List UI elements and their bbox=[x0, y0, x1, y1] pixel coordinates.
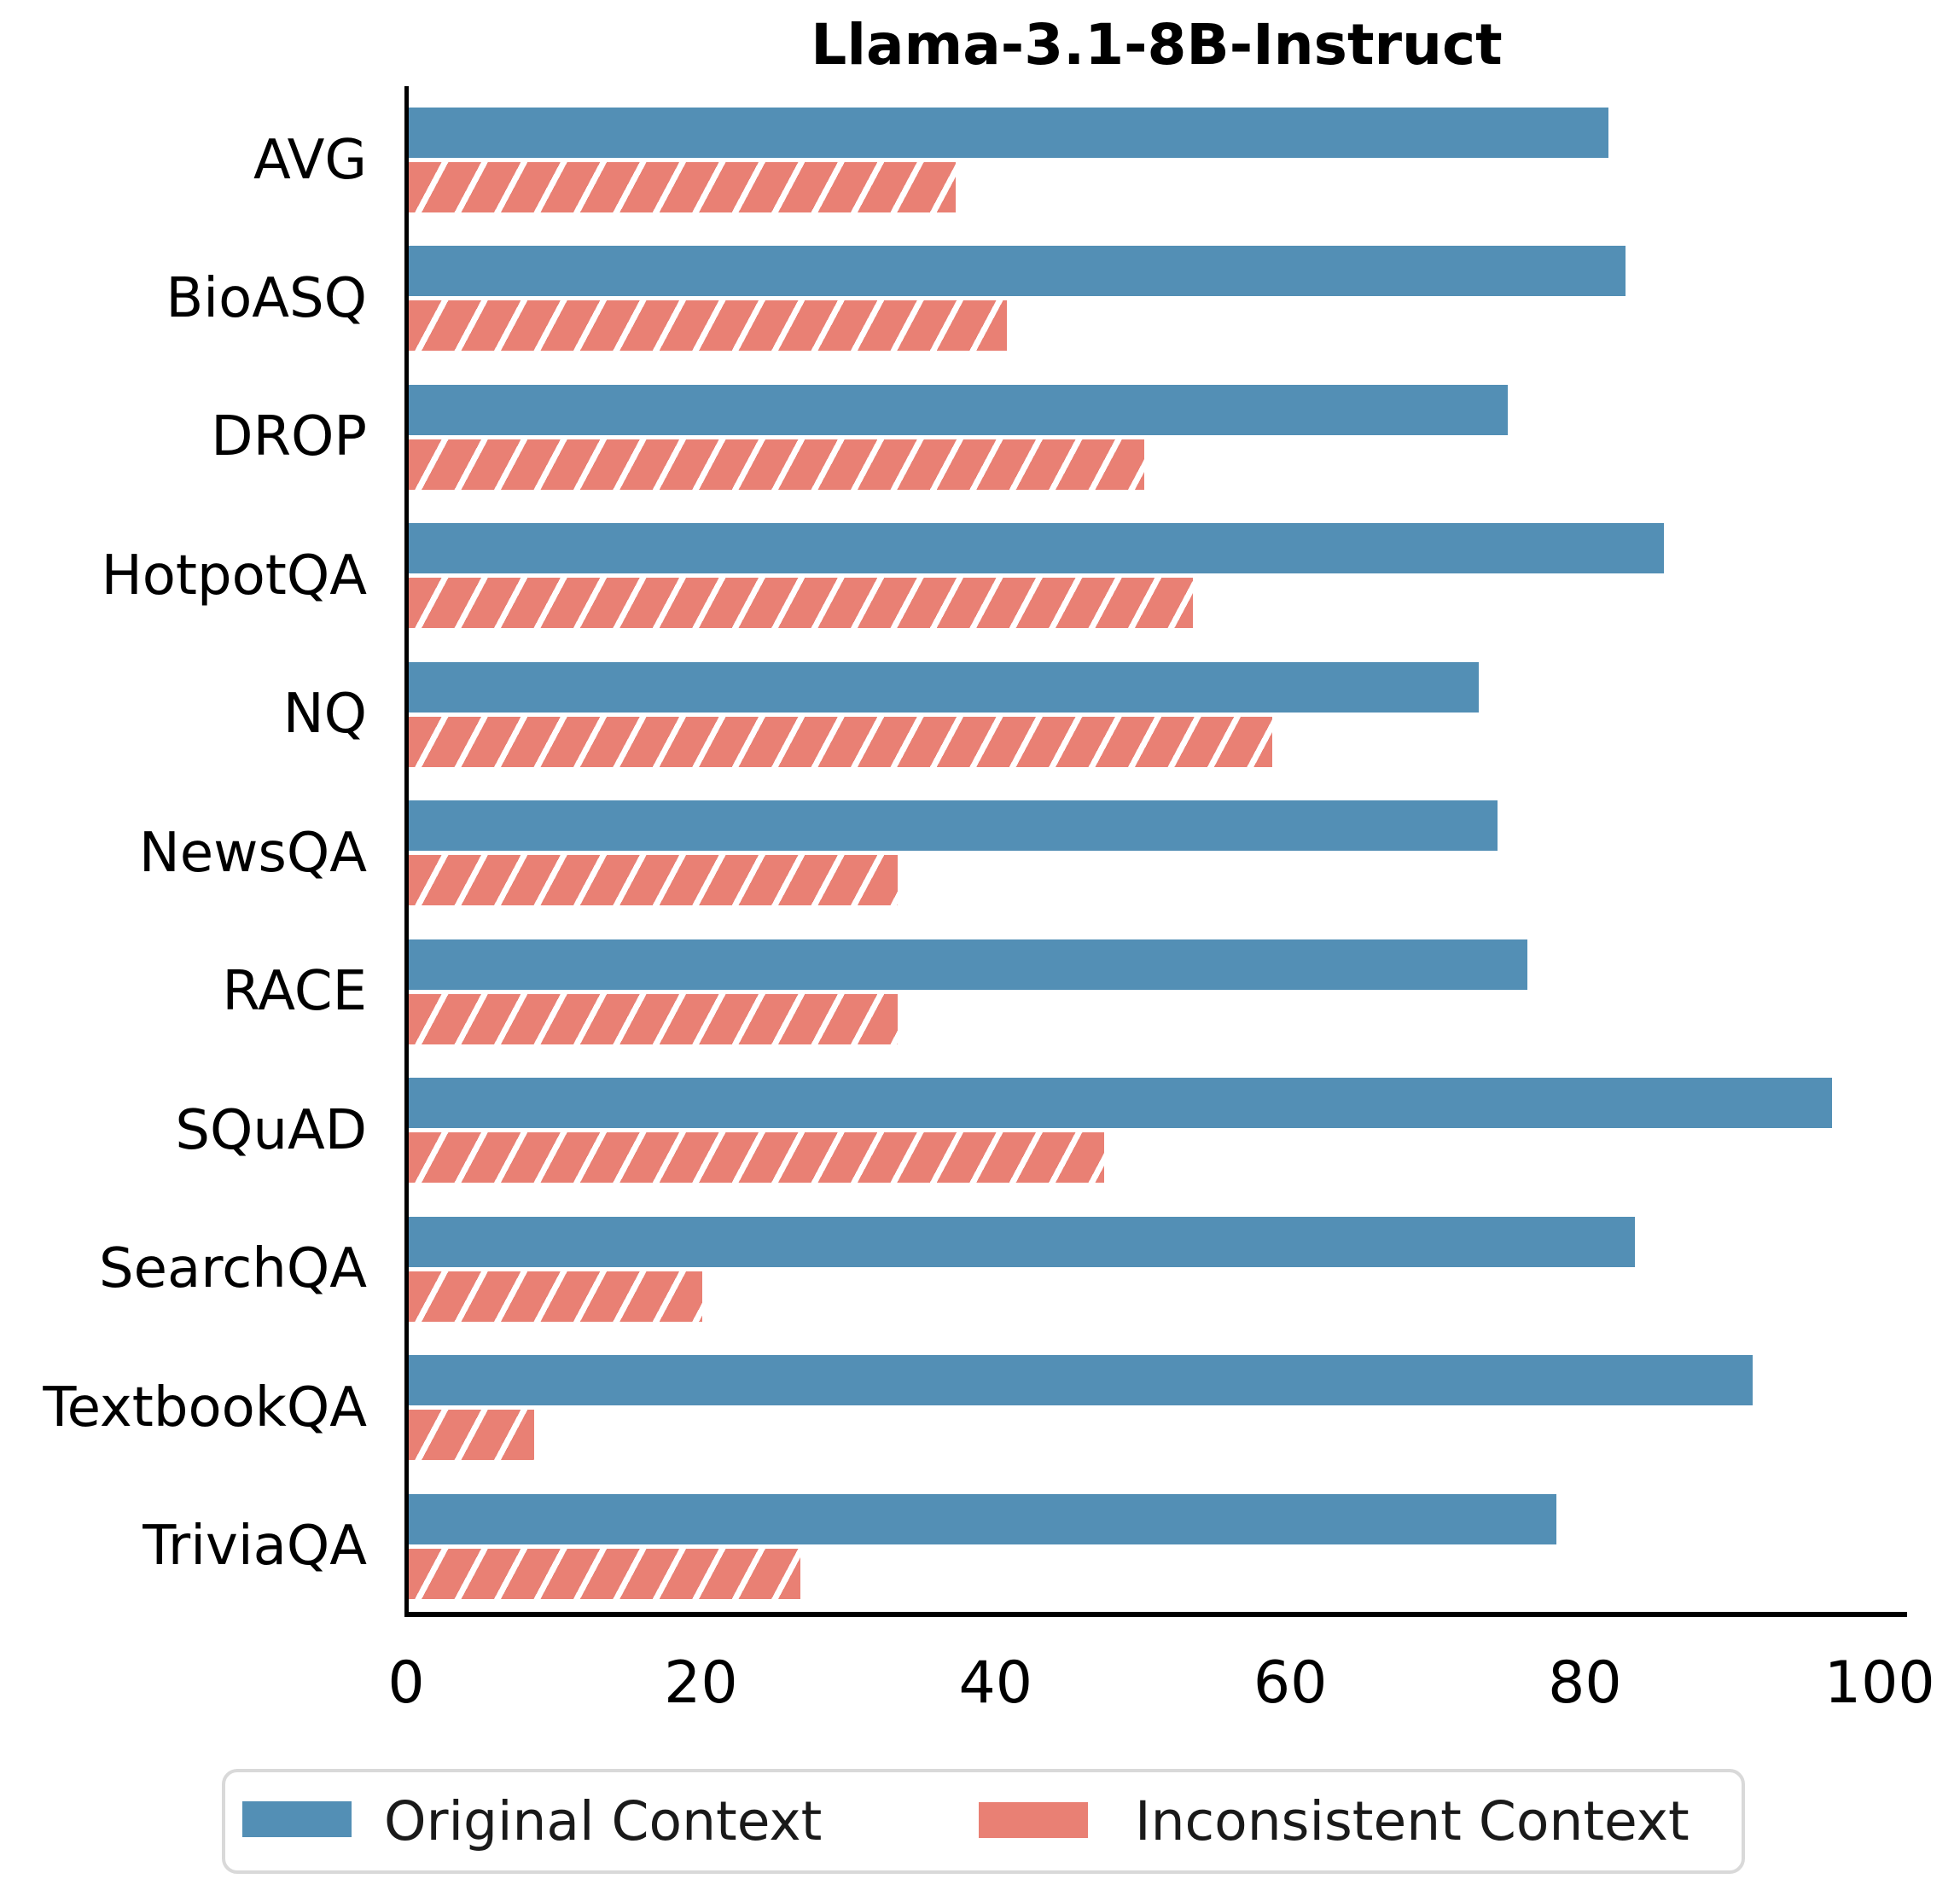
bar-original-context-squad bbox=[409, 1078, 1833, 1129]
x-tick-label-60: 60 bbox=[1253, 1649, 1328, 1717]
x-tick-label-0: 0 bbox=[387, 1649, 425, 1717]
bar-inconsistent-context-newsqa bbox=[409, 855, 899, 906]
category-label-hotpotqa: HotpotQA bbox=[101, 544, 367, 608]
bar-original-context-race bbox=[409, 939, 1527, 990]
bar-inconsistent-context-avg bbox=[409, 162, 956, 212]
category-label-textbookqa: TextbookQA bbox=[43, 1376, 367, 1440]
bar-inconsistent-context-searchqa bbox=[409, 1271, 702, 1322]
category-label-squad: SQuAD bbox=[175, 1098, 367, 1162]
bar-original-context-triviaqa bbox=[409, 1493, 1557, 1544]
category-label-triviaqa: TriviaQA bbox=[142, 1515, 367, 1578]
category-label-bioasq: BioASQ bbox=[166, 266, 367, 330]
category-label-newsqa: NewsQA bbox=[138, 821, 367, 885]
x-tick-label-80: 80 bbox=[1548, 1649, 1622, 1717]
category-label-drop: DROP bbox=[211, 405, 367, 469]
bar-inconsistent-context-nq bbox=[409, 716, 1272, 767]
bar-inconsistent-context-drop bbox=[409, 439, 1144, 490]
legend-swatch-original-context bbox=[242, 1801, 352, 1837]
bar-inconsistent-context-bioasq bbox=[409, 300, 1008, 352]
bar-original-context-drop bbox=[409, 384, 1509, 435]
category-label-nq: NQ bbox=[282, 683, 367, 747]
x-axis-spine bbox=[404, 1612, 1907, 1617]
legend-label-original-context: Original Context bbox=[384, 1790, 823, 1853]
legend-label-inconsistent-context: Inconsistent Context bbox=[1135, 1790, 1690, 1853]
bar-original-context-avg bbox=[409, 108, 1608, 158]
category-label-searchqa: SearchQA bbox=[98, 1237, 367, 1301]
x-tick-label-20: 20 bbox=[664, 1649, 738, 1717]
bar-inconsistent-context-race bbox=[409, 993, 899, 1044]
legend: Original Context Inconsistent Context bbox=[222, 1769, 1745, 1874]
x-tick-label-100: 100 bbox=[1823, 1649, 1935, 1717]
legend-swatch-inconsistent-context bbox=[979, 1802, 1088, 1838]
bar-original-context-searchqa bbox=[409, 1216, 1635, 1267]
bar-original-context-nq bbox=[409, 661, 1479, 713]
category-label-race: RACE bbox=[222, 960, 367, 1024]
bar-inconsistent-context-hotpotqa bbox=[409, 578, 1193, 629]
bar-inconsistent-context-squad bbox=[409, 1132, 1105, 1184]
bar-original-context-newsqa bbox=[409, 800, 1498, 852]
chart-title: Llama-3.1-8B-Instruct bbox=[811, 12, 1503, 78]
bar-original-context-textbookqa bbox=[409, 1355, 1753, 1406]
category-label-avg: AVG bbox=[253, 128, 367, 192]
bar-inconsistent-context-triviaqa bbox=[409, 1548, 801, 1599]
bar-inconsistent-context-textbookqa bbox=[409, 1410, 534, 1461]
x-tick-label-40: 40 bbox=[958, 1649, 1032, 1717]
y-axis-spine bbox=[404, 86, 409, 1617]
bar-original-context-hotpotqa bbox=[409, 523, 1665, 574]
bar-original-context-bioasq bbox=[409, 246, 1626, 297]
